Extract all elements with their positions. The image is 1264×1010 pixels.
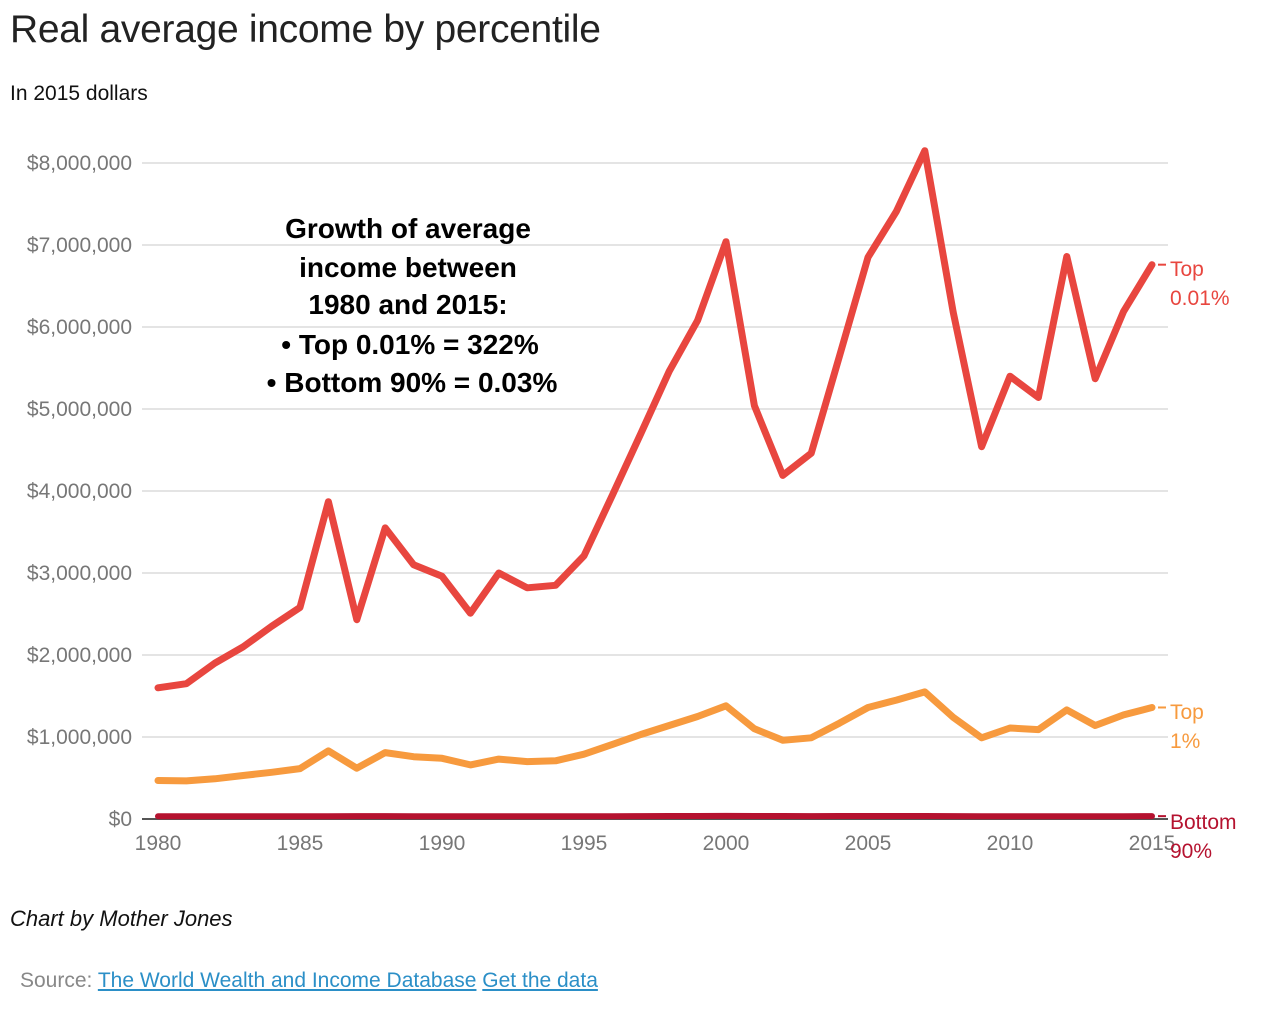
y-tick-label: $3,000,000 xyxy=(27,562,132,585)
x-tick-label: 1990 xyxy=(419,832,466,855)
series-label: 1% xyxy=(1170,730,1200,753)
series-line-top-1- xyxy=(154,688,1156,785)
y-tick-label: $7,000,000 xyxy=(27,234,132,257)
series-label: Top xyxy=(1170,701,1204,724)
annotation-line: Growth of average xyxy=(285,213,531,244)
get-the-data-link[interactable]: Get the data xyxy=(482,969,598,992)
chart-title: Real average income by percentile xyxy=(10,8,601,51)
series-lines xyxy=(154,147,1156,820)
x-tick-label: 2005 xyxy=(845,832,892,855)
x-tick-label: 1985 xyxy=(277,832,324,855)
x-tick-label: 1995 xyxy=(561,832,608,855)
series-line-top-0-01- xyxy=(154,147,1156,692)
annotation-line: 1980 and 2015: xyxy=(308,289,507,320)
x-tick-label: 2010 xyxy=(987,832,1034,855)
line-chart: $0 $1,000,000 $2,000,000 $3,000,000 $4,000,0… xyxy=(27,147,1237,863)
y-axis: $0 $1,000,000 $2,000,000 $3,000,000 $4,000,0… xyxy=(27,152,132,831)
y-tick-label: $4,000,000 xyxy=(27,480,132,503)
x-tick-label: 2015 xyxy=(1129,832,1176,855)
y-tick-label: $2,000,000 xyxy=(27,644,132,667)
series-labels: Top 0.01% Top 1% Bottom 90% xyxy=(1158,258,1237,863)
source-label: Source: xyxy=(20,969,93,992)
y-tick-label: $5,000,000 xyxy=(27,398,132,421)
x-tick-label: 1980 xyxy=(135,832,182,855)
x-tick-label: 2000 xyxy=(703,832,750,855)
series-label: Bottom xyxy=(1170,811,1237,834)
gridlines xyxy=(142,162,1168,820)
series-label: Top xyxy=(1170,258,1204,281)
y-tick-label: $0 xyxy=(109,808,132,831)
chart-subtitle: In 2015 dollars xyxy=(10,82,148,105)
source-line: Source: The World Wealth and Income Data… xyxy=(20,969,598,993)
x-axis: 1980 1985 1990 1995 2000 2005 2010 2015 xyxy=(135,832,1176,855)
annotation-line: • Top 0.01% = 322% xyxy=(281,329,539,360)
annotation-line: • Bottom 90% = 0.03% xyxy=(267,367,558,398)
series-label: 0.01% xyxy=(1170,287,1230,310)
series-label: 90% xyxy=(1170,840,1212,863)
annotation-line: income between xyxy=(299,252,517,283)
growth-annotation: Growth of average income between 1980 and … xyxy=(267,213,558,398)
source-link-wid[interactable]: The World Wealth and Income Database xyxy=(97,969,477,992)
y-tick-label: $6,000,000 xyxy=(27,316,132,339)
chart-credit: Chart by Mother Jones xyxy=(10,906,233,931)
y-tick-label: $8,000,000 xyxy=(27,152,132,175)
y-tick-label: $1,000,000 xyxy=(27,726,132,749)
